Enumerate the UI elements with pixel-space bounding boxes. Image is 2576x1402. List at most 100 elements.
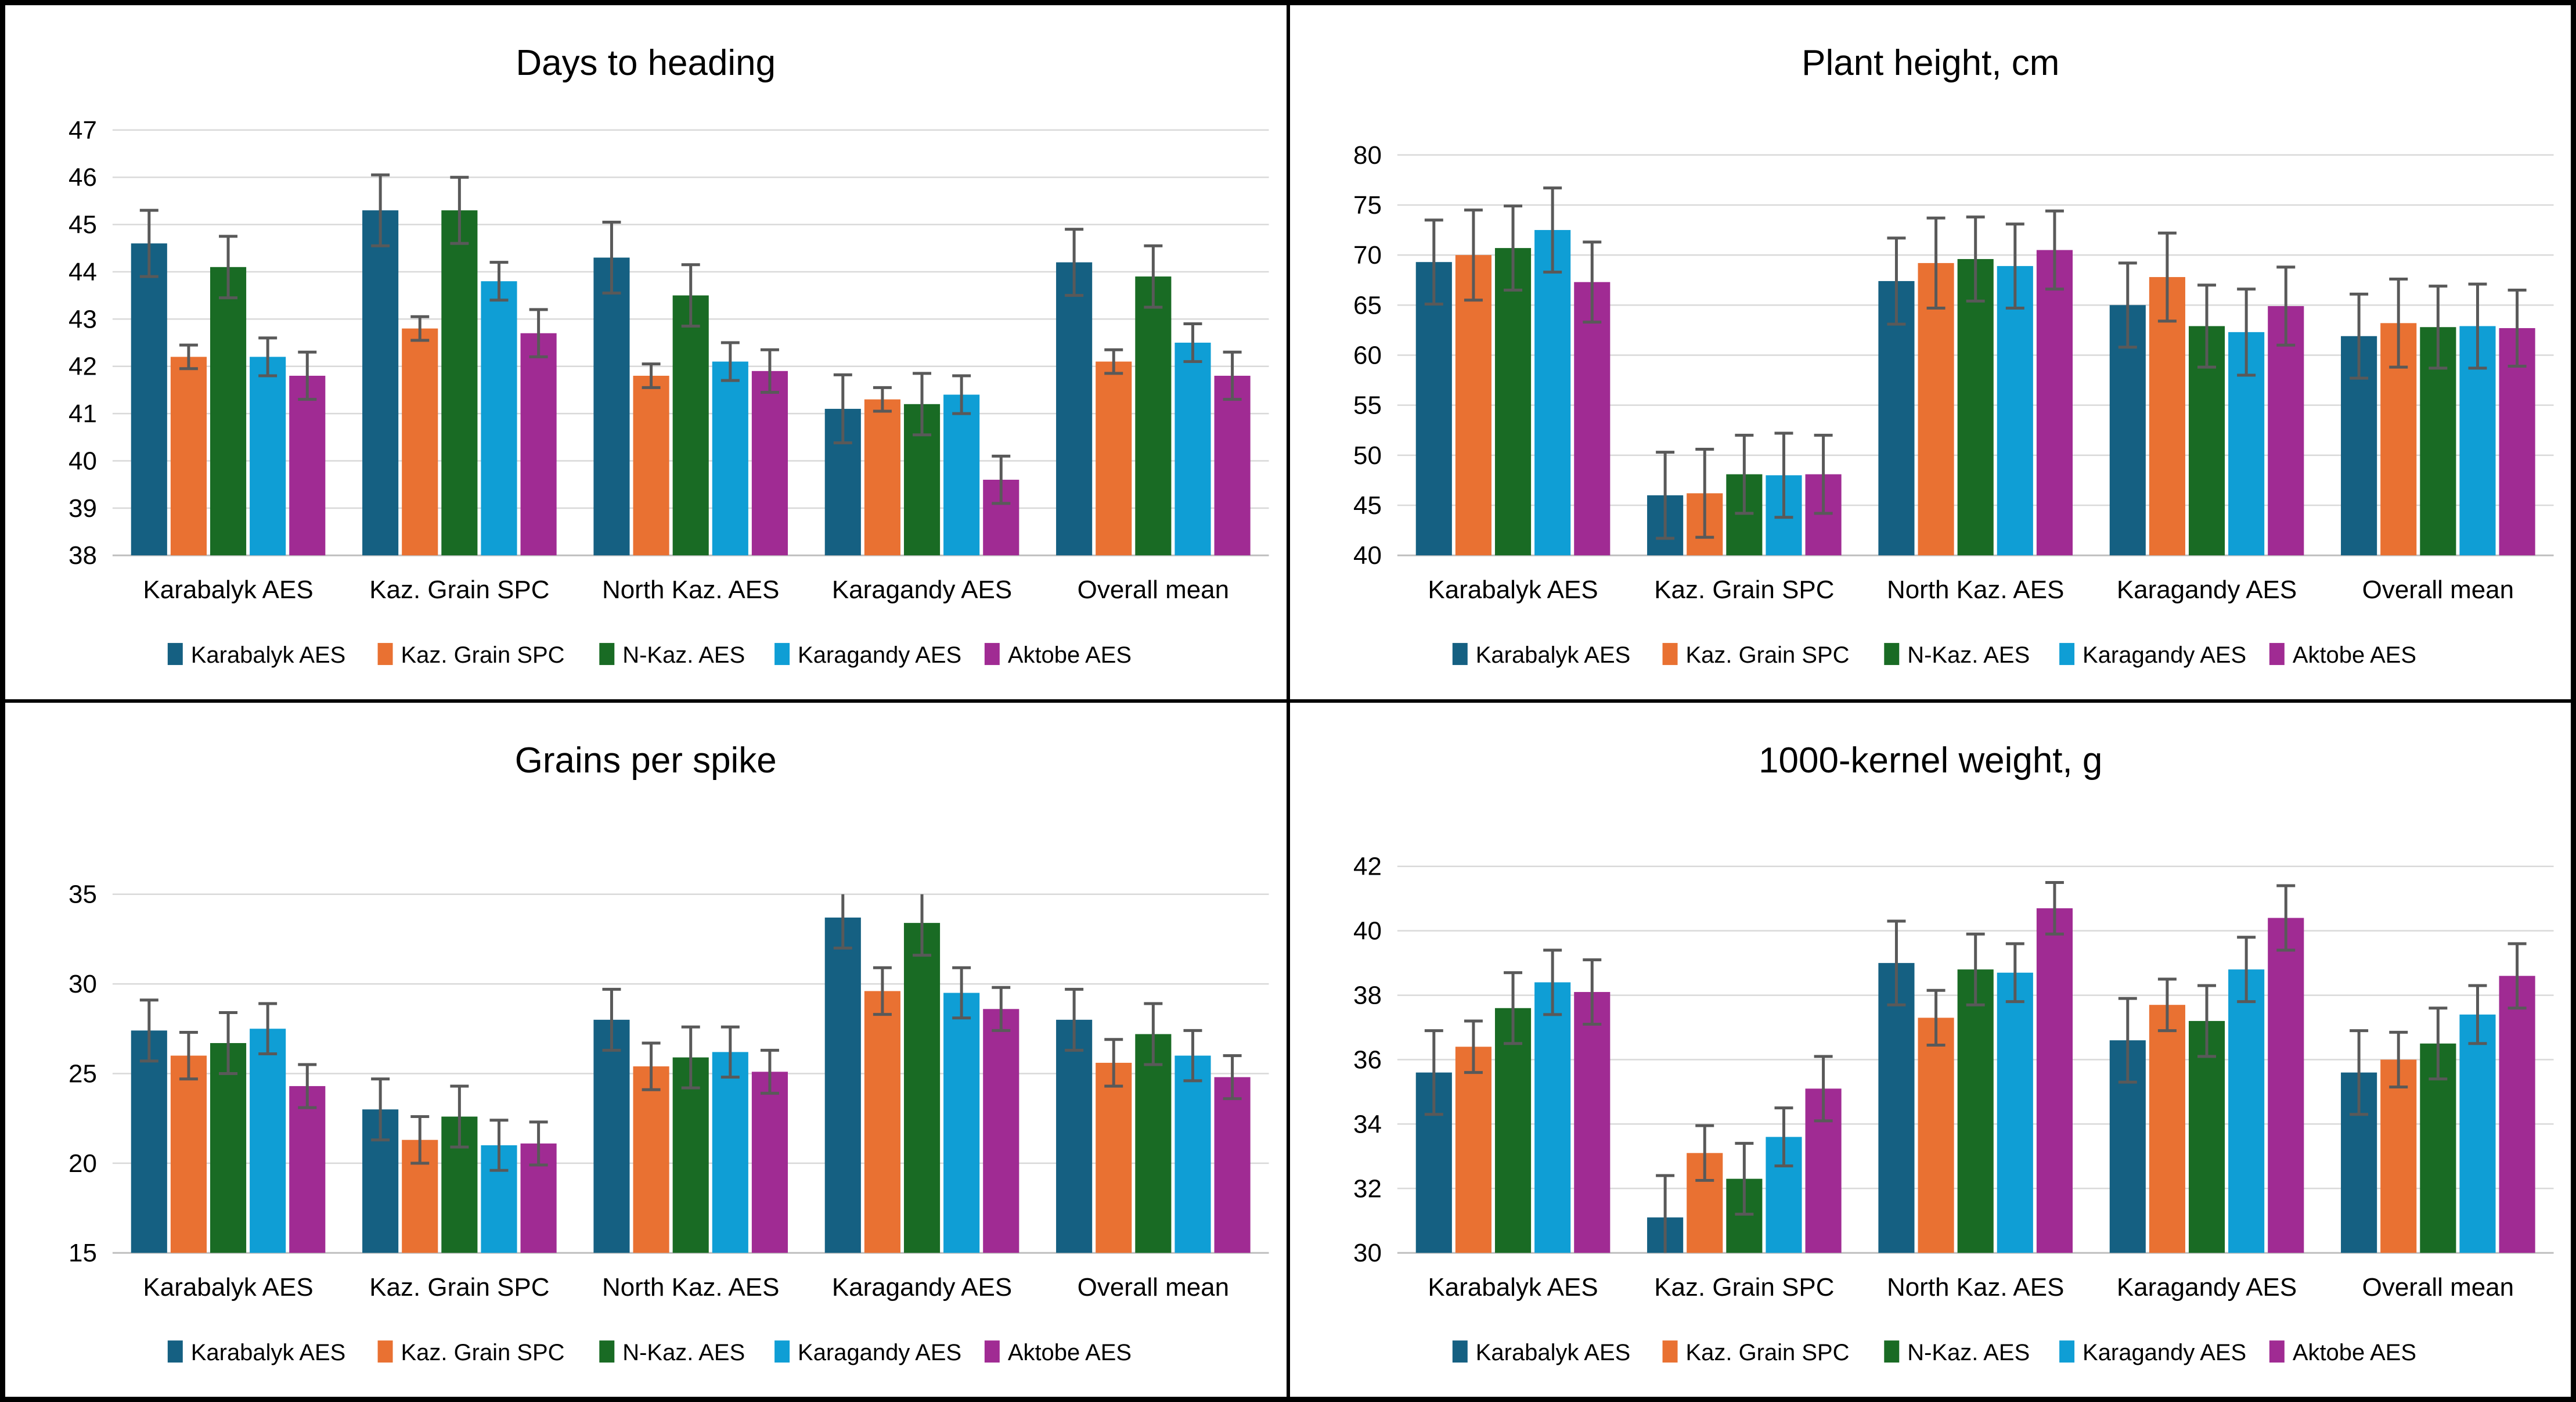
bar-kaz-grain-spc [170,357,207,556]
legend-item: Karagandy AES [2059,1340,2246,1365]
bar-karagandy-aes [481,281,517,556]
legend-swatch [1452,1340,1468,1363]
legend-item: Kaz. Grain SPC [377,1340,565,1365]
legend-swatch [774,1340,790,1363]
bar-karagandy-aes [1174,343,1211,556]
bar-aktobe-aes [1573,992,1610,1253]
bar-aktobe-aes [2036,908,2073,1253]
bar-aktobe-aes [1214,375,1251,556]
bar-n-kaz-aes [903,923,941,1253]
bar-karagandy-aes [1174,1055,1211,1253]
legend-item: N-Kaz. AES [1883,642,2030,668]
y-tick-label: 46 [69,163,97,192]
bar-n-kaz-aes [441,210,478,556]
x-category-label: Karabalyk AES [143,1273,313,1302]
bar-n-kaz-aes [210,1042,247,1253]
y-tick-label: 55 [1353,391,1381,420]
x-category-label: Kaz. Grain SPC [369,576,549,604]
bar-karagandy-aes [2459,1014,2496,1253]
legend-item: Karagandy AES [774,642,961,668]
legend-swatch [1883,1340,1899,1363]
x-category-label: North Kaz. AES [602,576,779,604]
legend-label: N-Kaz. AES [622,642,745,668]
bar-kaz-grain-spc [2149,277,2185,556]
x-category-label: Karagandy AES [2116,576,2296,604]
bar-aktobe-aes [1573,282,1610,556]
legend-swatch [167,643,183,666]
bar-aktobe-aes [520,333,557,556]
bar-aktobe-aes [1214,1077,1251,1253]
legend-item: Kaz. Grain SPC [377,642,565,668]
legend-swatch [984,1340,1000,1363]
legend-swatch [984,643,1000,666]
legend-item: Karabalyk AES [167,642,345,668]
legend-swatch [2059,643,2074,666]
x-category-label: Karabalyk AES [1428,576,1598,604]
legend-swatch [774,643,790,666]
bar-kaz-grain-spc [864,399,900,556]
bar-karabalyk-aes [593,1019,630,1253]
y-tick-label: 38 [69,541,97,570]
bar-karagandy-aes [2228,969,2264,1253]
legend-swatch [377,1340,393,1363]
legend-swatch [377,643,393,666]
legend-item: Aktobe AES [984,1340,1132,1365]
legend-swatch [599,643,615,666]
legend-item: Aktobe AES [2269,642,2416,668]
legend-item: Karagandy AES [2059,642,2246,668]
legend-label: Aktobe AES [1008,1340,1132,1365]
bar-kaz-grain-spc [1096,361,1132,556]
bar-aktobe-aes [751,371,788,556]
bar-karagandy-aes [712,1052,748,1253]
panel-thousand-kernel-weight: 1000-kernel weight, g 30 32 34 36 38 40 42 Kara… [1289,703,2571,1397]
bar-karagandy-aes [943,394,980,556]
legend-label: Aktobe AES [2292,1340,2416,1365]
y-tick-label: 35 [69,880,97,909]
bar-aktobe-aes [2267,306,2304,556]
bar-aktobe-aes [751,1072,788,1253]
bar-n-kaz-aes [1494,248,1531,556]
panel-plant-height: Plant height, cm 40 45 50 55 60 65 70 75 80 Karab… [1289,5,2571,699]
legend-swatch [1883,643,1899,666]
chart-plant-height: Plant height, cm 40 45 50 55 60 65 70 75 80 Karab… [1353,43,2554,668]
x-category-label: Overall mean [1078,576,1229,604]
bar-kaz-grain-spc [170,1055,207,1253]
y-tick-label: 65 [1353,291,1381,319]
legend-label: Aktobe AES [2292,642,2416,668]
y-tick-label: 75 [1353,191,1381,220]
x-category-label: North Kaz. AES [602,1273,779,1302]
bar-aktobe-aes [289,375,326,556]
bar-karabalyk-aes [131,243,167,556]
bar-kaz-grain-spc [1096,1062,1132,1253]
y-tick-label: 30 [69,970,97,998]
y-tick-label: 45 [69,211,97,239]
bar-karagandy-aes [1997,972,2033,1253]
chart-title: Plant height, cm [1802,43,2059,83]
chart-thousand-kernel-weight: 1000-kernel weight, g 30 32 34 36 38 40 42 Kara… [1353,740,2554,1365]
legend-swatch [1452,643,1468,666]
bar-n-kaz-aes [1135,276,1172,556]
bar-n-kaz-aes [1135,1034,1172,1253]
bar-aktobe-aes [2036,250,2073,556]
y-tick-label: 70 [1353,241,1381,269]
bar-n-kaz-aes [210,267,247,556]
y-tick-label: 38 [1353,982,1381,1010]
bar-karagandy-aes [250,1029,286,1253]
bar-karagandy-aes [712,361,748,556]
bar-karagandy-aes [1534,230,1570,556]
legend-item: Kaz. Grain SPC [1662,642,1849,668]
y-tick-label: 40 [1353,917,1381,946]
bar-karabalyk-aes [1878,963,1915,1253]
legend-item: Karagandy AES [774,1340,961,1365]
y-tick-label: 32 [1353,1174,1381,1203]
panel-days-to-heading: Days to heading 38 39 40 41 42 43 44 45 46 47 Kara… [5,5,1287,699]
legend-label: Kaz. Grain SPC [1685,642,1849,668]
legend-label: Karagandy AES [2083,642,2246,668]
legend-item: N-Kaz. AES [1883,1340,2030,1365]
bar-aktobe-aes [2267,918,2304,1253]
bar-kaz-grain-spc [402,328,438,556]
bar-n-kaz-aes [672,295,709,556]
legend-item: Karabalyk AES [1452,642,1630,668]
bar-kaz-grain-spc [1455,255,1491,556]
bar-karagandy-aes [1534,982,1570,1253]
